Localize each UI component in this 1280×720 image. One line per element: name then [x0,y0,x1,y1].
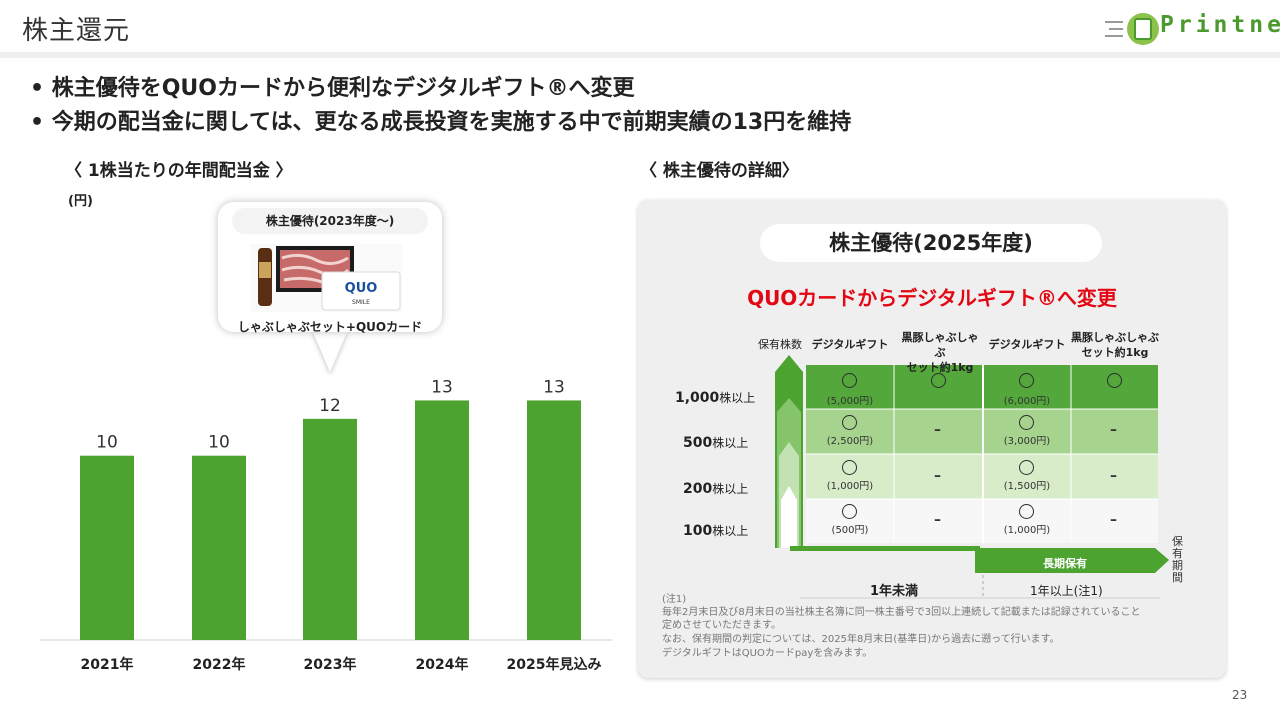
check-circle-icon [1019,415,1034,430]
callout-caption: しゃぶしゃぶセット+QUOカード [237,320,423,334]
col-header-1: デジタルギフト [811,338,889,351]
not-applicable-dash: – [934,512,941,528]
logo-text: Printnet [1160,12,1280,38]
bar-4 [527,400,581,640]
bar-0 [80,455,134,640]
col-header-2: 黒豚しゃぶしゃぶ セット約1kg [901,331,979,374]
gift-amount: (2,500円) [826,436,874,447]
not-applicable-dash: – [934,468,941,484]
not-applicable-dash: – [1110,468,1117,484]
printnet-logo-icon [1105,13,1159,45]
bar-2 [303,418,357,640]
bar-value-label: 13 [431,377,453,397]
benefit-section-title: 〈 株主優待の詳細〉 [640,161,799,181]
page-number: 23 [1232,688,1248,702]
gift-amount: (3,000円) [1003,436,1051,447]
x-tick-label: 2024年 [416,656,469,673]
page-title: 株主還元 [22,16,131,46]
check-circle-icon [1019,460,1034,475]
footnote-3: 定めさせていただきます。 [662,620,781,631]
benefit-year-pill: 株主優待(2025年度) [760,224,1102,262]
bar-value-label: 12 [319,396,341,416]
holding-label: 保有株数 [758,338,802,351]
check-circle-icon [1107,373,1122,388]
chart-unit: (円) [68,194,93,209]
gift-amount: (1,000円) [1003,525,1051,536]
callout-tail [312,330,348,372]
benefit-change-subtitle: QUOカードからデジタルギフト®へ変更 [747,286,1117,310]
gift-amount: (500円) [831,525,869,536]
x-tick-label: 2025年見込み [507,656,602,673]
bar-1 [192,455,246,640]
gift-amount: (5,000円) [826,396,874,407]
row-label-1000: 1,000株以上 [675,390,756,406]
col-header-4: 黒豚しゃぶしゃぶ セット約1kg [1071,331,1159,359]
smile-text: SMILE [352,299,370,306]
check-circle-icon [842,415,857,430]
bullet-2: • 今期の配当金に関しては、更なる成長投資を実施する中で前期実績の13円を維持 [30,110,852,135]
x-tick-label: 2021年 [81,656,134,673]
callout-title: 株主優待(2023年度～) [232,208,428,234]
row-label-100: 100株以上 [683,523,749,539]
bar-value-label: 10 [96,433,118,453]
dividend-section-title: 〈 1株当たりの年間配当金 〉 [65,161,293,181]
holding-period-label: 保有期間 [1172,535,1183,584]
not-applicable-dash: – [1110,512,1117,528]
bar-value-label: 10 [208,433,230,453]
not-applicable-dash: – [934,422,941,438]
header-divider [0,52,1280,58]
bullet-1: • 株主優待をQUOカードから便利なデジタルギフト®へ変更 [30,76,635,101]
long-hold-label: 長期保有 [1043,557,1087,570]
check-circle-icon [1019,504,1034,519]
period-over-1yr: 1年以上(注1) [1030,584,1103,598]
bar-value-label: 13 [543,377,565,397]
bar-3 [415,400,469,640]
check-circle-icon [842,460,857,475]
footnote-2: 毎年2月末日及び8月末日の当社株主名簿に同一株主番号で3回以上連続して記載または… [662,607,1141,618]
gift-amount: (1,000円) [826,481,874,492]
footnote-4: なお、保有期間の判定については、2025年8月末日(基準日)から過去に遡って行い… [662,634,1060,645]
check-circle-icon [931,373,946,388]
shabu-shabu-quo-image: QUO SMILE [250,244,402,312]
row-label-200: 200株以上 [683,481,749,497]
check-circle-icon [842,504,857,519]
footnote-5: デジタルギフトはQUOカードpayを含みます。 [662,648,873,659]
period-under-1yr: 1年未満 [870,584,919,599]
x-tick-label: 2023年 [304,656,357,673]
gift-amount: (6,000円) [1003,396,1051,407]
check-circle-icon [1019,373,1034,388]
footnote-1: (注1) [662,594,687,605]
quo-logo-text: QUO [345,281,378,296]
x-tick-label: 2022年 [193,656,246,673]
col-header-3: デジタルギフト [988,338,1066,351]
not-applicable-dash: – [1110,422,1117,438]
gift-amount: (1,500円) [1003,481,1051,492]
row-label-500: 500株以上 [683,435,749,451]
check-circle-icon [842,373,857,388]
